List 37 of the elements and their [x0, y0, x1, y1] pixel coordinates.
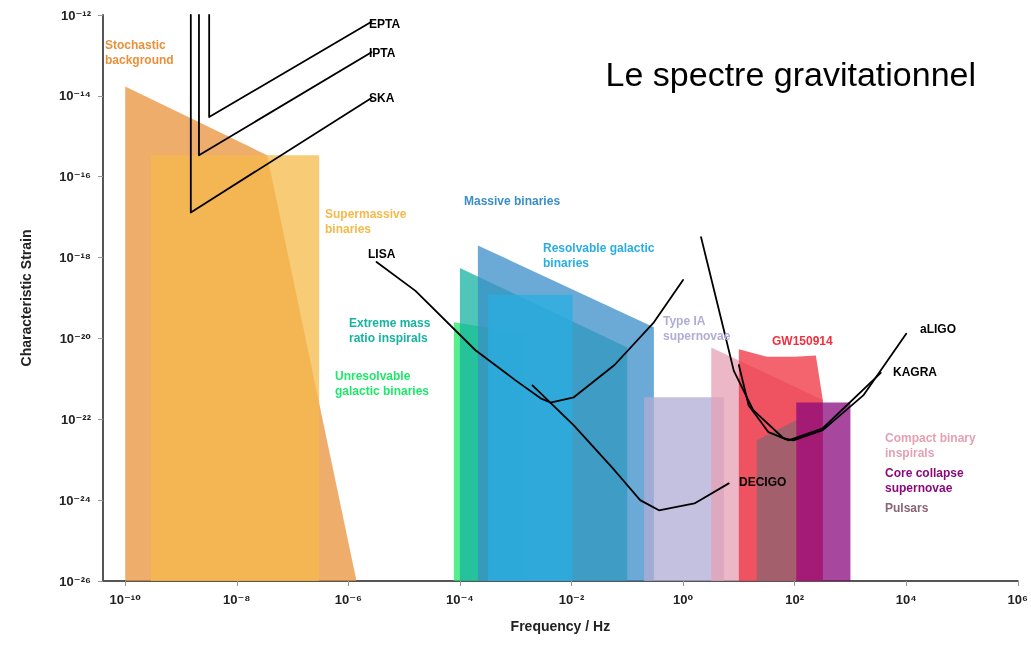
text: Extreme mass ratio inspirals [349, 315, 434, 345]
series-label: aLIGO [920, 321, 957, 336]
y-tick-label: 10⁻¹² [61, 7, 92, 23]
y-tick-label: 10⁻²⁰ [59, 330, 92, 346]
text: Core collapse supernovae [885, 465, 968, 495]
text: Resolvable galactic binaries [543, 240, 658, 270]
series-label: SKA [369, 90, 395, 105]
x-tick-label: 10⁻² [558, 592, 585, 607]
y-tick-label: 10⁻¹⁴ [58, 88, 91, 104]
text: Massive binaries [464, 193, 561, 208]
series-label: DECIGO [739, 474, 787, 489]
text: Pulsars [885, 500, 929, 515]
y-tick-label: 10⁻²⁴ [58, 492, 91, 508]
x-tick-label: 10⁻⁸ [223, 592, 251, 607]
y-tick-label: 10⁻¹⁶ [59, 169, 92, 185]
text: Unresolvable galactic binaries [335, 368, 430, 398]
x-tick-label: 10⁻⁴ [446, 592, 474, 607]
y-tick-label: 10⁻²² [61, 411, 92, 427]
x-tick-label: 10² [785, 592, 805, 607]
text: Compact binary inspirals [885, 430, 980, 460]
x-tick-label: 10⁻⁶ [334, 592, 363, 607]
text: Le spectre gravitationnel [605, 55, 977, 93]
x-tick-label: 10⁰ [672, 592, 694, 607]
y-axis-title: Characteristic Strain [18, 229, 34, 367]
series-label: EPTA [369, 16, 401, 31]
series-label: IPTA [369, 45, 396, 60]
x-tick-label: 10⁻¹⁰ [109, 592, 142, 607]
y-tick-label: 10⁻²⁶ [59, 573, 92, 589]
series-label: GW150914 [772, 333, 834, 348]
series-label: KAGRA [893, 364, 938, 379]
x-axis-title: Frequency / Hz [510, 618, 611, 634]
series-label: Supermassive binaries [325, 206, 410, 236]
y-tick-label: 10⁻¹⁸ [59, 250, 91, 266]
x-tick-label: 10⁴ [895, 592, 917, 607]
x-tick-label: 10⁶ [1007, 592, 1029, 607]
series-label: LISA [368, 246, 396, 261]
text: Stochastic background [105, 37, 174, 67]
